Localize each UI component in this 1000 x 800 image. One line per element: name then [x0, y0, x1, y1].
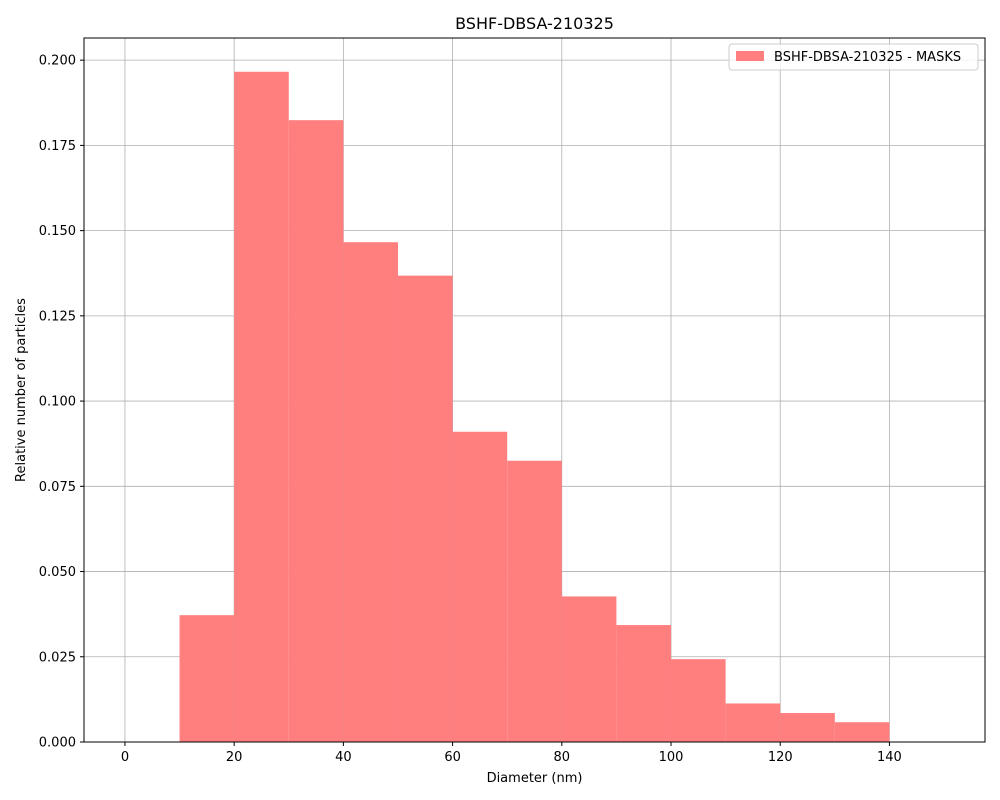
histogram-bar — [234, 71, 289, 742]
chart-title: BSHF-DBSA-210325 — [455, 14, 614, 33]
x-axis-title: Diameter (nm) — [487, 771, 583, 786]
histogram-bar — [343, 242, 398, 743]
histogram-bar — [397, 275, 453, 742]
histogram-bar — [507, 460, 562, 742]
histogram-bar — [780, 713, 835, 742]
legend: BSHF-DBSA-210325 - MASKS — [728, 43, 979, 71]
y-axis-title: Relative number of particles — [14, 298, 29, 482]
histogram-bar — [179, 615, 235, 742]
y-tick-label: 0.000 — [39, 736, 76, 751]
histogram-bar — [288, 120, 344, 742]
x-tick-label: 0 — [121, 750, 129, 765]
y-tick-label: 0.100 — [39, 395, 76, 410]
legend-box — [728, 43, 979, 71]
histogram-bar — [671, 659, 726, 742]
x-tick-label: 60 — [444, 750, 461, 765]
x-tick-label: 40 — [335, 750, 352, 765]
plot-frame — [83, 37, 986, 743]
x-tick-label: 120 — [768, 750, 793, 765]
x-tick-label: 100 — [659, 750, 684, 765]
legend-swatch — [736, 51, 764, 61]
histogram-bar — [834, 722, 890, 742]
histogram-bar — [616, 625, 672, 742]
histogram-bar — [725, 703, 781, 742]
y-tick-label: 0.175 — [39, 139, 76, 154]
histogram-bars — [179, 71, 890, 743]
x-tick-label: 20 — [226, 750, 243, 765]
histogram-bar — [452, 431, 508, 742]
y-tick-label: 0.025 — [39, 650, 76, 665]
y-axis-ticks: 0.000 0.025 0.050 0.075 0.100 0.125 0.150 0.175… — [39, 54, 84, 751]
y-tick-label: 0.125 — [39, 309, 76, 324]
y-tick-label: 0.050 — [39, 565, 76, 580]
x-tick-label: 80 — [554, 750, 571, 765]
histogram-bar — [561, 596, 617, 742]
y-tick-label: 0.075 — [39, 480, 76, 495]
legend-label: BSHF-DBSA-210325 - MASKS — [774, 50, 961, 65]
y-tick-label: 0.150 — [39, 224, 76, 239]
x-tick-label: 140 — [877, 750, 902, 765]
y-tick-label: 0.200 — [39, 54, 76, 69]
x-axis-ticks: 0 20 40 60 80 100 120 140 — [121, 742, 902, 765]
